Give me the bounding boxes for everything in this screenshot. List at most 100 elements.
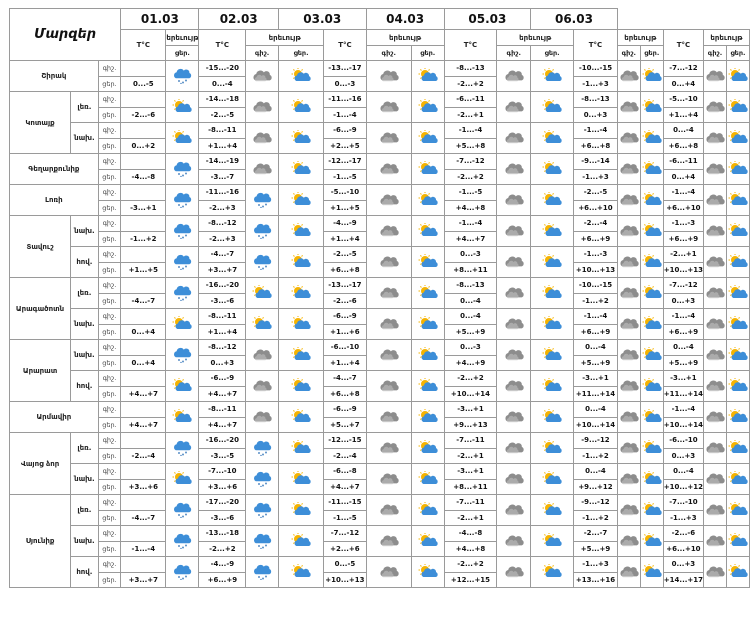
region-name: Վայոց ձոր <box>8 432 72 495</box>
temperature-cell: -5...-10 <box>662 91 705 108</box>
temperature-cell: +5...+9 <box>662 354 705 371</box>
sun-cloud-icon <box>279 254 322 270</box>
date-header: 05.03 <box>443 8 532 30</box>
sun-cloud-icon <box>279 285 322 301</box>
temperature-cell: +2...+6 <box>323 540 367 557</box>
snow-cloud-icon <box>167 502 198 518</box>
sun-cloud-icon <box>247 316 278 332</box>
weather-icon-cell <box>726 525 750 557</box>
sun-cloud-icon <box>641 161 662 177</box>
weather-icon-cell <box>616 339 641 371</box>
weather-icon-cell <box>277 556 325 588</box>
weather-icon-cell <box>165 153 200 185</box>
cloud-grey-icon <box>247 378 278 394</box>
weather-icon-cell <box>277 184 325 216</box>
temperature-cell: +4...+7 <box>198 416 247 433</box>
temperature-cell: +6...+8 <box>662 137 705 154</box>
temperature-cell: -10...-15 <box>573 60 618 77</box>
snow-cloud-icon <box>167 347 198 363</box>
temperature-cell: 0...+4 <box>120 323 167 340</box>
weather-icon-cell <box>410 525 445 557</box>
weather-icon-cell <box>639 215 664 247</box>
temperature-cell: 0...+3 <box>662 447 705 464</box>
weather-icon-cell <box>703 277 727 309</box>
weather-icon-cell <box>496 184 532 216</box>
cloud-grey-icon <box>705 502 726 518</box>
temperature-cell: +4...+7 <box>120 416 167 433</box>
weather-icon-cell <box>703 339 727 371</box>
sun-cloud-icon <box>532 254 573 270</box>
weather-icon-cell <box>726 308 750 340</box>
weather-icon-cell <box>530 122 575 154</box>
sun-cloud-icon <box>641 130 662 146</box>
weather-icon-cell <box>530 91 575 123</box>
sun-cloud-icon <box>412 533 443 549</box>
day-column-header: ցեր. <box>277 45 325 61</box>
weather-icon-cell <box>245 556 279 588</box>
sun-cloud-icon <box>167 409 198 425</box>
snow-cloud-icon <box>167 223 198 239</box>
weather-icon-cell <box>530 401 575 433</box>
sun-cloud-icon <box>728 502 749 518</box>
table-row: Տավուշ նախ. գիշ. -8...-12 -4...-9 -1...-4 -2..… <box>8 215 750 278</box>
date-header: 01.03 <box>120 8 200 30</box>
time-of-day-label: ցեր. <box>97 106 122 123</box>
table-row: հով. գիշ. -6...-9 -4...-7 -2...+2 -3...+1 -3..… <box>10 370 750 402</box>
temperature-cell: -3...+1 <box>443 401 498 418</box>
temperature-cell: -8...-13 <box>573 91 618 108</box>
temperature-cell: +5...+8 <box>443 137 498 154</box>
cloud-grey-icon <box>618 254 639 270</box>
weather-icon-cell <box>365 277 412 309</box>
cloud-grey-icon <box>367 223 410 239</box>
temp-column-header: T°C <box>443 29 498 61</box>
time-of-day-label: ցեր. <box>97 571 122 588</box>
temperature-cell: +10...+14 <box>573 416 618 433</box>
night-column-header: գիշ. <box>245 45 279 61</box>
table-row: ցեր. -2...-6 -2...-5 -1...-4 -2...+1 0...+3 +1… <box>10 106 750 123</box>
temperature-cell: -1...-4 <box>120 540 167 557</box>
weather-icon-cell <box>496 277 532 309</box>
temperature-cell: 0...-4 <box>573 463 618 480</box>
weather-icon-cell <box>496 463 532 495</box>
sun-cloud-icon <box>532 564 573 580</box>
zone-label: լեռ. <box>70 432 99 464</box>
temperature-cell: +4...+7 <box>198 385 247 402</box>
cloud-grey-icon <box>247 347 278 363</box>
table-row: նախ. գիշ. -8...-11 -6...-9 -1...-4 -1...-4 0..… <box>10 122 750 154</box>
weather-icon-cell <box>639 525 664 557</box>
weather-icon-cell <box>277 339 325 371</box>
night-column-header: գիշ. <box>703 45 727 61</box>
cloud-grey-icon <box>247 409 278 425</box>
temperature-cell: -8...-11 <box>198 122 247 139</box>
cloud-grey-icon <box>247 130 278 146</box>
weather-icon-cell <box>726 153 750 185</box>
sun-cloud-icon <box>641 471 662 487</box>
weather-icon-cell <box>165 525 200 557</box>
temperature-cell: 0...-3 <box>323 75 367 92</box>
weather-icon-cell <box>639 308 664 340</box>
weather-icon-cell <box>530 246 575 278</box>
time-of-day-label: ցեր. <box>97 323 122 340</box>
sun-cloud-icon <box>532 223 573 239</box>
weather-icon-cell <box>616 401 641 433</box>
temperature-cell: 0...+4 <box>662 168 705 185</box>
sun-cloud-icon <box>532 285 573 301</box>
table-row: ցեր. 0...+4 +1...+4 +1...+6 +5...+9 +6...+9 +6… <box>10 323 750 340</box>
temperature-cell: -2...+2 <box>443 75 498 92</box>
sun-cloud-icon <box>728 99 749 115</box>
snow-cloud-icon <box>167 285 198 301</box>
table-row: ցեր. 0...+2 +1...+4 +2...+5 +5...+8 +6...+8 +6… <box>10 137 750 154</box>
cloud-grey-icon <box>618 99 639 115</box>
weather-icon-cell <box>496 401 532 433</box>
temperature-cell: -2...-5 <box>198 106 247 123</box>
table-row: նախ. գիշ. -7...-10 -6...-8 -3...+1 0...-4 0...… <box>10 463 750 495</box>
temperature-cell: -6...-11 <box>443 91 498 108</box>
time-of-day-label: ցեր. <box>97 354 122 371</box>
temperature-cell: -2...-5 <box>323 246 367 263</box>
weather-icon-cell <box>496 91 532 123</box>
temperature-cell: +12...+15 <box>443 571 498 588</box>
temperature-cell: -10...-15 <box>573 277 618 294</box>
weather-icon-cell <box>410 370 445 402</box>
sun-cloud-icon <box>532 192 573 208</box>
temperature-cell: -11...-16 <box>323 91 367 108</box>
